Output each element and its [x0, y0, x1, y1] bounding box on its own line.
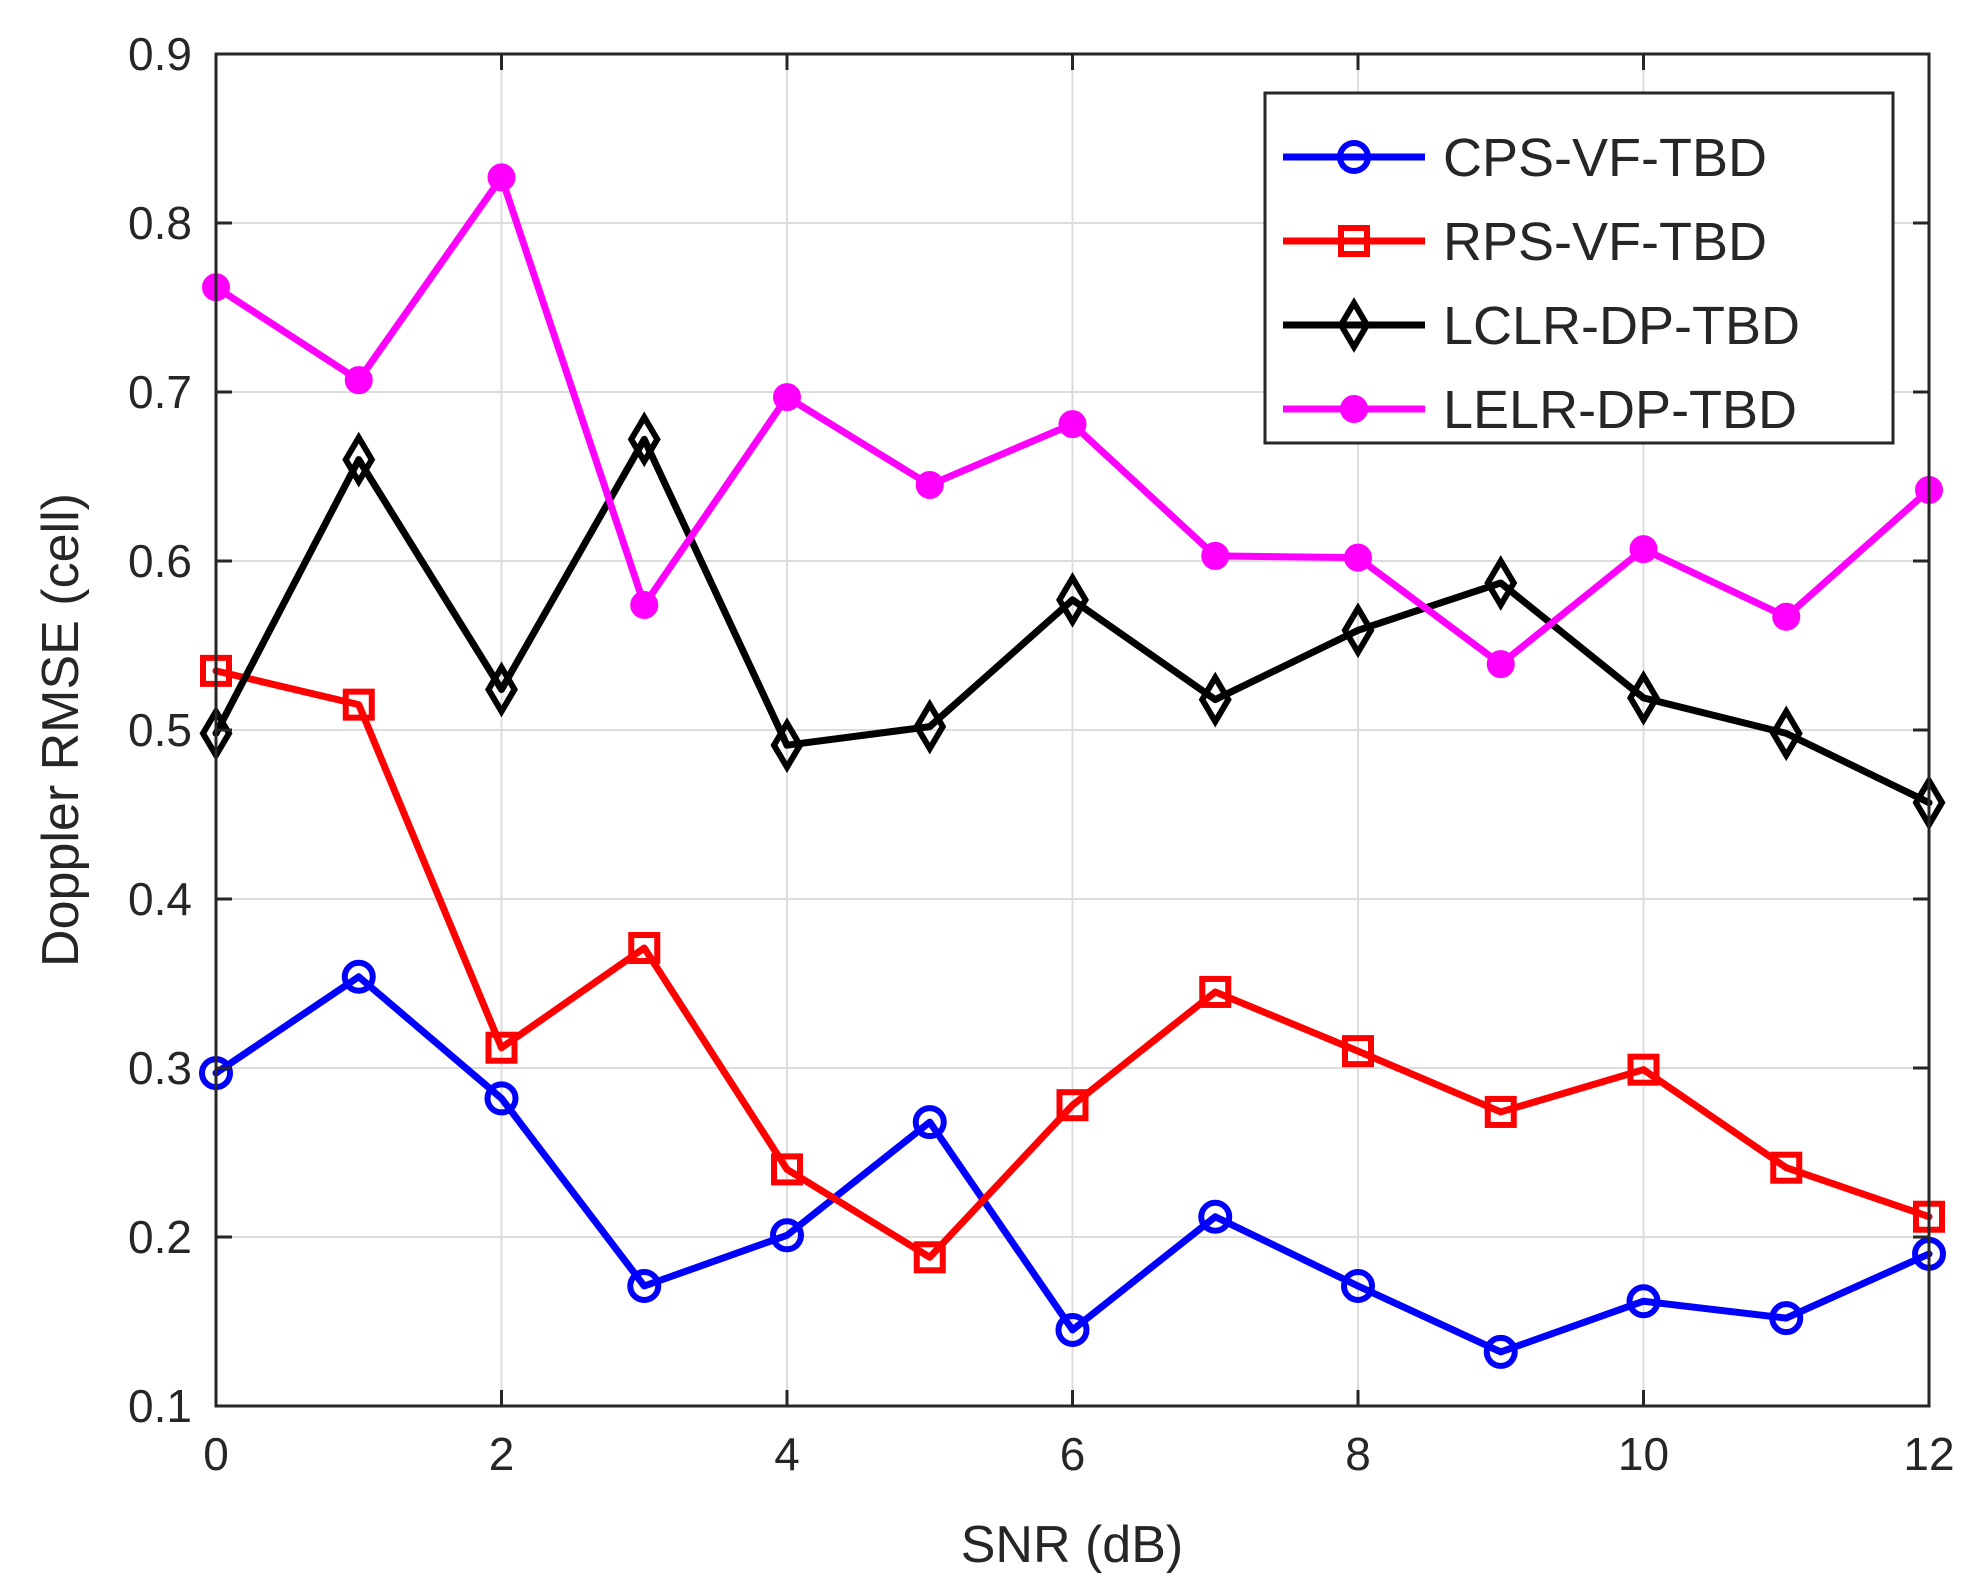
data-point-rps-vf-tbd [771, 1153, 803, 1186]
y-tick-label: 0.4 [128, 873, 192, 925]
data-point-lclr-dp-tbd [1056, 571, 1089, 628]
data-point-cps-vf-tbd [1055, 1312, 1090, 1347]
data-point-lclr-dp-tbd [1769, 705, 1803, 762]
series-rps-vf-tbd [200, 654, 1945, 1274]
data-point-lelr-dp-tbd [487, 163, 516, 192]
data-point-rps-vf-tbd [1056, 1089, 1089, 1122]
series-cps-vf-tbd [199, 959, 1946, 1369]
y-axis-title: Doppler RMSE (cell) [32, 493, 90, 967]
data-point-lelr-dp-tbd [1486, 650, 1515, 679]
x-tick-label: 0 [203, 1428, 229, 1480]
data-point-lclr-dp-tbd [1484, 555, 1518, 611]
data-point-cps-vf-tbd [627, 1269, 662, 1304]
data-point-cps-vf-tbd [770, 1218, 804, 1253]
data-point-lclr-dp-tbd [627, 411, 661, 468]
data-point-lelr-dp-tbd [630, 590, 659, 619]
data-point-rps-vf-tbd [913, 1241, 946, 1274]
series-line-lclr-dp-tbd [212, 435, 1933, 807]
data-point-cps-vf-tbd [484, 1081, 519, 1116]
data-point-lclr-dp-tbd [913, 698, 947, 755]
legend-label-rps-vf-tbd: RPS-VF-TBD [1443, 212, 1767, 272]
data-point-lelr-dp-tbd [344, 366, 373, 395]
series-line-cps-vf-tbd [212, 973, 1933, 1356]
legend-entry-lelr-dp-tbd: LELR-DP-TBD [1283, 380, 1797, 440]
x-tick-label: 8 [1345, 1428, 1371, 1480]
y-tick-label: 0.3 [128, 1042, 192, 1094]
legend-entry-lclr-dp-tbd: LCLR-DP-TBD [1283, 296, 1800, 356]
x-axis-title: SNR (dB) [961, 1516, 1183, 1574]
data-point-lelr-dp-tbd [915, 470, 944, 499]
y-tick-label: 0.8 [128, 197, 192, 249]
data-point-rps-vf-tbd [1484, 1095, 1517, 1128]
series-lelr-dp-tbd [202, 163, 1943, 679]
data-point-cps-vf-tbd [1198, 1199, 1233, 1234]
data-point-lelr-dp-tbd [1058, 410, 1087, 439]
y-tick-label: 0.2 [128, 1211, 192, 1263]
legend-label-cps-vf-tbd: CPS-VF-TBD [1443, 128, 1767, 188]
data-point-lelr-dp-tbd [1201, 541, 1230, 570]
y-tick-label: 0.5 [128, 704, 192, 756]
data-point-rps-vf-tbd [628, 932, 661, 965]
x-tick-label: 10 [1618, 1428, 1669, 1480]
legend-marker-lelr-dp-tbd [1340, 395, 1368, 423]
data-point-lelr-dp-tbd [1629, 535, 1658, 564]
legend-entry-rps-vf-tbd: RPS-VF-TBD [1283, 212, 1767, 272]
data-point-lclr-dp-tbd [342, 431, 376, 488]
data-point-rps-vf-tbd [342, 688, 375, 721]
data-point-lclr-dp-tbd [485, 661, 518, 718]
data-point-lclr-dp-tbd [1198, 671, 1232, 728]
data-point-rps-vf-tbd [485, 1031, 518, 1064]
data-point-lelr-dp-tbd [1344, 543, 1372, 572]
data-point-cps-vf-tbd [341, 959, 376, 994]
data-point-lclr-dp-tbd [1341, 602, 1375, 659]
y-tick-label: 0.1 [128, 1380, 192, 1432]
data-point-lclr-dp-tbd [1627, 669, 1660, 726]
data-point-rps-vf-tbd [1342, 1035, 1374, 1068]
data-point-cps-vf-tbd [1769, 1301, 1804, 1336]
data-point-rps-vf-tbd [1627, 1053, 1660, 1086]
x-tick-label: 6 [1060, 1428, 1086, 1480]
x-tick-label: 12 [1903, 1428, 1954, 1480]
data-point-cps-vf-tbd [1341, 1269, 1375, 1304]
data-point-lelr-dp-tbd [773, 383, 801, 412]
x-tick-label: 4 [774, 1428, 800, 1480]
legend-marker-rps-vf-tbd [1338, 225, 1370, 257]
legend-label-lclr-dp-tbd: LCLR-DP-TBD [1443, 296, 1800, 356]
y-tick-label: 0.7 [128, 366, 192, 418]
legend-entry-cps-vf-tbd: CPS-VF-TBD [1283, 128, 1767, 188]
data-point-lelr-dp-tbd [1772, 602, 1801, 631]
legend-marker-lclr-dp-tbd [1337, 297, 1371, 353]
y-tick-label: 0.6 [128, 535, 192, 587]
data-point-cps-vf-tbd [1626, 1284, 1661, 1319]
data-point-lclr-dp-tbd [770, 717, 804, 774]
legend-marker-cps-vf-tbd [1337, 140, 1371, 174]
data-point-rps-vf-tbd [1770, 1151, 1803, 1184]
data-point-cps-vf-tbd [1483, 1334, 1518, 1369]
x-tick-label: 2 [489, 1428, 515, 1480]
y-tick-label: 0.9 [128, 28, 192, 80]
axis-ticks: 0 2 4 6 8 10 12 0.1 0.2 0.3 0.4 0.5 0.6 0.7 0.8 0.9 [128, 28, 1955, 1480]
legend: CPS-VF-TBD RPS-VF-TBD LCLR-DP-TBD LELR-DP-T… [1263, 91, 1895, 445]
data-point-rps-vf-tbd [1199, 975, 1232, 1008]
data-point-cps-vf-tbd [912, 1105, 947, 1140]
legend-label-lelr-dp-tbd: LELR-DP-TBD [1443, 380, 1797, 440]
series-line-rps-vf-tbd [212, 667, 1933, 1261]
